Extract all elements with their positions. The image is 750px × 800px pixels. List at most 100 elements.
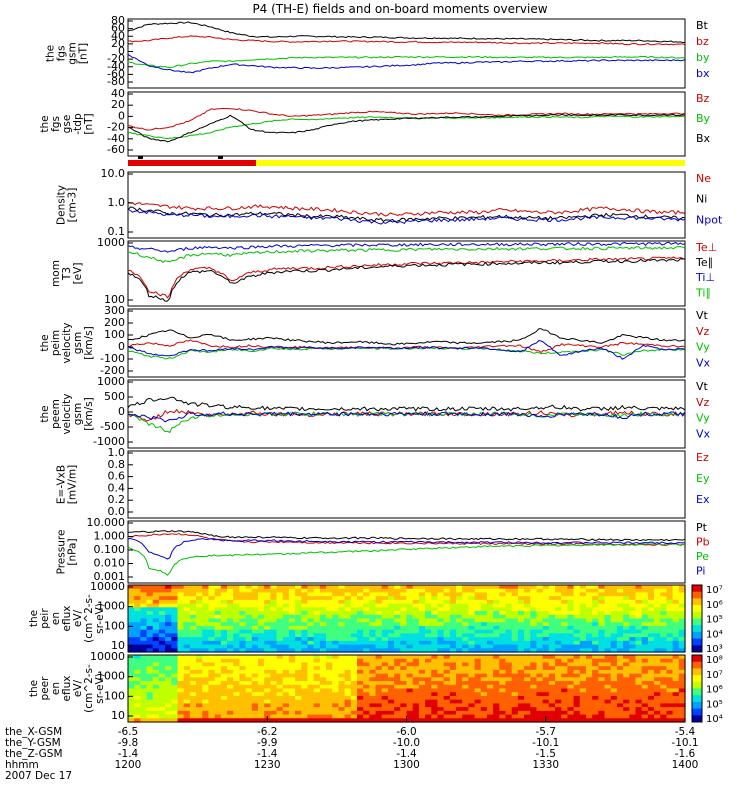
heatmap-cell (530, 684, 538, 690)
heatmap-cell (493, 648, 500, 653)
heatmap-cell (660, 611, 668, 616)
heatmap-cell (363, 677, 370, 682)
heatmap-cell (208, 688, 216, 693)
heatmap-cell (202, 658, 210, 664)
y-axis-label-line: eV/ (72, 609, 84, 627)
heatmap-cell (356, 618, 364, 623)
heatmap-cell (660, 599, 668, 605)
heatmap-cell (276, 588, 284, 594)
heatmap-cell (332, 585, 340, 590)
heatmap-cell (654, 637, 661, 642)
heatmap-cell (555, 596, 562, 601)
heatmap-cell (505, 658, 513, 664)
heatmap-cell (666, 669, 674, 675)
heatmap-cell (276, 629, 284, 634)
heatmap-cell (654, 588, 661, 594)
heatmap-cell (672, 588, 680, 594)
heatmap-cell (641, 592, 649, 597)
heatmap-cell (431, 655, 439, 660)
heatmap-cell (344, 588, 352, 594)
heatmap-cell (418, 688, 426, 693)
heatmap-cell (456, 588, 463, 594)
heatmap-cell (604, 677, 612, 682)
heatmap-cell (456, 637, 463, 642)
heatmap-cell (437, 703, 445, 708)
heatmap-cell (517, 662, 525, 667)
heatmap-cell (480, 707, 488, 712)
heatmap-cell (134, 673, 141, 678)
heatmap-cell (623, 695, 630, 701)
heatmap-cell (493, 673, 500, 678)
heatmap-cell (158, 599, 166, 605)
heatmap-cell (270, 681, 278, 686)
heatmap-cell (202, 666, 210, 671)
heatmap-cell (338, 669, 346, 675)
heatmap-cell (517, 718, 525, 723)
heatmap-cell (394, 688, 401, 693)
heatmap-cell (307, 599, 315, 605)
heatmap-cell (171, 714, 179, 719)
heatmap-cell (468, 692, 476, 697)
heatmap-cell (189, 611, 197, 616)
heatmap-cell (425, 588, 432, 594)
heatmap-cell (431, 684, 439, 690)
heatmap-cell (635, 585, 643, 590)
heatmap-cell (189, 695, 197, 701)
heatmap-cell (350, 658, 358, 664)
heatmap-cell (610, 614, 618, 620)
heatmap-cell (542, 592, 550, 597)
heatmap-cell (356, 611, 364, 616)
y-tick-label: 200 (104, 316, 125, 329)
heatmap-cell (146, 692, 154, 697)
heatmap-cell (555, 622, 562, 627)
heatmap-cell (511, 673, 519, 678)
heatmap-cell (610, 703, 618, 708)
heatmap-cell (313, 629, 321, 634)
series-line (127, 256, 686, 299)
heatmap-cell (660, 629, 668, 634)
colorbar-label: 10⁷ (706, 670, 723, 681)
heatmap-cell (573, 599, 581, 605)
heatmap-cell (548, 714, 556, 719)
heatmap-cell (493, 718, 500, 723)
heatmap-cell (326, 599, 333, 605)
heatmap-cell (629, 592, 637, 597)
heatmap-cell (678, 603, 686, 608)
heatmap-cell (381, 673, 389, 678)
heatmap-cell (641, 607, 649, 612)
heatmap-cell (530, 599, 538, 605)
heatmap-cell (375, 614, 383, 620)
heatmap-cell (623, 707, 630, 712)
heatmap-cell (517, 603, 525, 608)
heatmap-cell (214, 618, 222, 623)
heatmap-cell (196, 611, 203, 616)
heatmap-cell (350, 662, 358, 667)
heatmap-cell (158, 588, 166, 594)
heatmap-cell (282, 637, 290, 642)
heatmap-cell (505, 669, 513, 675)
heatmap-cell (561, 662, 569, 667)
heatmap-cell (592, 684, 599, 690)
heatmap-cell (610, 585, 618, 590)
heatmap-cell (468, 673, 476, 678)
heatmap-cell (678, 669, 686, 675)
heatmap-cell (555, 633, 562, 638)
heatmap-cell (233, 625, 240, 631)
heatmap-cell (406, 718, 414, 723)
heatmap-cell (196, 692, 203, 697)
panel-frame (127, 171, 686, 239)
panel-frame-outline (127, 584, 686, 653)
heatmap-cell (505, 710, 513, 716)
heatmap-cell (270, 596, 278, 601)
heatmap-cell (524, 640, 531, 646)
heatmap-cell (431, 596, 439, 601)
heatmap-cell (437, 648, 445, 653)
heatmap-cell (579, 681, 587, 686)
heatmap-cell (598, 618, 606, 623)
heatmap-cell (573, 648, 581, 653)
heatmap-cell (585, 707, 593, 712)
heatmap-cell (313, 625, 321, 631)
heatmap-cell (140, 662, 148, 667)
heatmap-cell (585, 625, 593, 631)
heatmap-cell (344, 622, 352, 627)
